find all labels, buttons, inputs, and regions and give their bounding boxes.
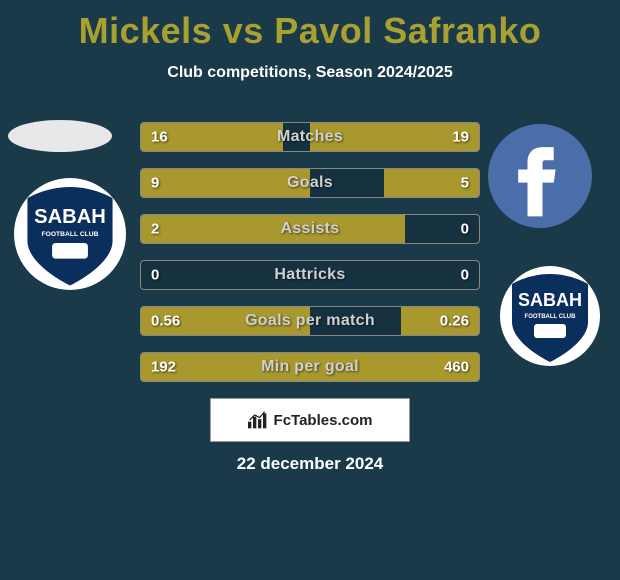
stat-row: 0.56 0.26 Goals per match xyxy=(140,306,480,336)
stat-label: Matches xyxy=(277,128,343,146)
value-left: 192 xyxy=(151,359,176,376)
date-label: 22 december 2024 xyxy=(237,454,384,474)
stat-row: 9 5 Goals xyxy=(140,168,480,198)
value-right: 0 xyxy=(461,221,469,238)
player-left-avatar xyxy=(8,120,112,152)
value-left: 9 xyxy=(151,175,159,192)
player-right-avatar xyxy=(488,124,592,228)
stat-row: 16 19 Matches xyxy=(140,122,480,152)
stat-row: 192 460 Min per goal xyxy=(140,352,480,382)
stat-label: Assists xyxy=(280,220,339,238)
brand-icon xyxy=(248,411,268,429)
stat-label: Goals per match xyxy=(245,312,375,330)
stat-label: Goals xyxy=(287,174,333,192)
club-badge-right: SABAH FOOTBALL CLUB 2017 xyxy=(500,260,600,372)
brand-footer: FcTables.com xyxy=(210,398,410,442)
value-left: 0.56 xyxy=(151,313,180,330)
stat-label: Hattricks xyxy=(274,266,345,284)
value-right: 0.26 xyxy=(440,313,469,330)
comparison-chart: 16 19 Matches 9 5 Goals 2 0 Assists 0 0 Hattricks 0.… xyxy=(140,122,480,398)
club-badge-left: SABAH FOOTBALL CLUB 2017 xyxy=(14,178,126,290)
bar-left xyxy=(141,215,405,243)
bar-left xyxy=(141,169,310,197)
club-badge-text: SABAH xyxy=(518,290,582,310)
value-right: 5 xyxy=(461,175,469,192)
stat-label: Min per goal xyxy=(261,358,359,376)
value-right: 19 xyxy=(452,129,469,146)
value-right: 0 xyxy=(461,267,469,284)
value-right: 460 xyxy=(444,359,469,376)
club-badge-year: 2017 xyxy=(56,244,84,258)
club-badge-year: 2017 xyxy=(538,326,562,338)
page-title: Mickels vs Pavol Safranko xyxy=(0,0,620,52)
club-badge-subtext: FOOTBALL CLUB xyxy=(42,231,99,238)
subtitle: Club competitions, Season 2024/2025 xyxy=(0,64,620,82)
brand-text: FcTables.com xyxy=(274,412,373,429)
value-left: 16 xyxy=(151,129,168,146)
stat-row: 2 0 Assists xyxy=(140,214,480,244)
club-badge-subtext: FOOTBALL CLUB xyxy=(525,314,577,320)
value-left: 0 xyxy=(151,267,159,284)
stat-row: 0 0 Hattricks xyxy=(140,260,480,290)
club-badge-text: SABAH xyxy=(34,206,106,228)
value-left: 2 xyxy=(151,221,159,238)
